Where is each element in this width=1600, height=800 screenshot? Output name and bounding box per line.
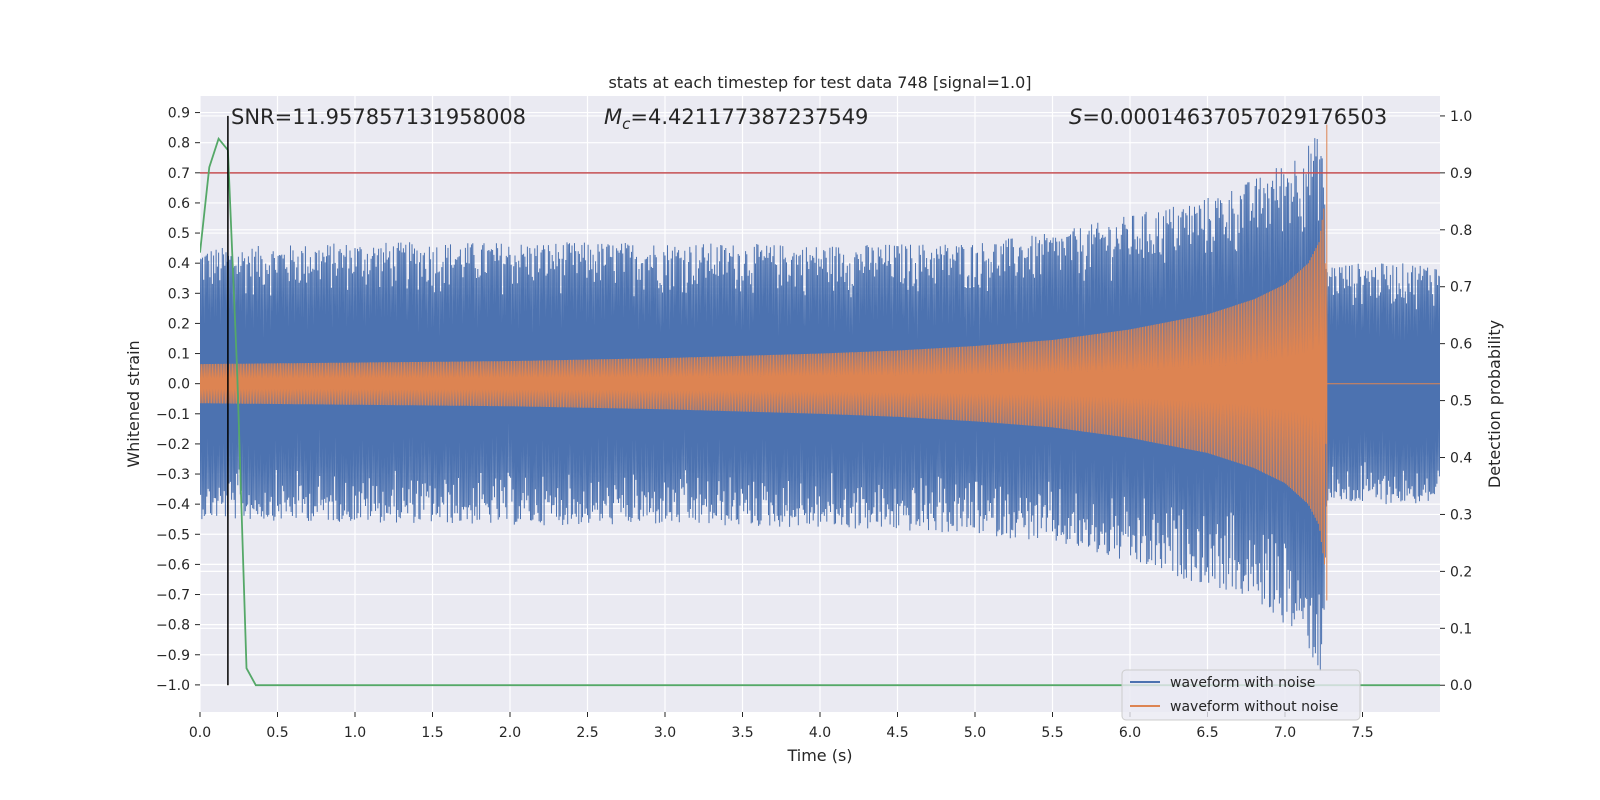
y2-axis-label: Detection probability <box>1485 320 1504 488</box>
x-tick-label: 3.0 <box>654 725 676 741</box>
x-tick-label: 1.5 <box>421 725 443 741</box>
annotation-chirp-mass-symbol: M <box>604 105 622 129</box>
x-tick-label: 4.5 <box>886 725 908 741</box>
x-tick-label: 1.0 <box>344 725 366 741</box>
y-tick-label: 0.9 <box>168 106 190 122</box>
chart-title: stats at each timestep for test data 748… <box>608 73 1031 92</box>
series-detection-probability <box>200 136 1440 687</box>
y2-tick-label: 0.3 <box>1450 507 1472 523</box>
y2-axis-ticks: 1.0 0.9 0.8 0.7 0.6 0.5 0.4 0.3 0.2 0.1 0.0 <box>1440 109 1472 694</box>
x-tick-label: 2.0 <box>499 725 521 741</box>
annotation-chirp-mass-subscript: c <box>622 115 631 133</box>
x-tick-label: 3.5 <box>731 725 753 741</box>
y2-tick-label: 0.1 <box>1450 621 1472 637</box>
series-layer <box>200 115 1440 687</box>
y2-tick-label: 1.0 <box>1450 109 1472 125</box>
x-tick-label: 5.5 <box>1041 725 1063 741</box>
y-axis-label: Whitened strain <box>124 340 143 467</box>
y-tick-label: 0.5 <box>168 226 190 242</box>
x-axis-label: Time (s) <box>786 746 852 765</box>
x-tick-label: 6.0 <box>1119 725 1141 741</box>
annotation-s: S=0.00014637057029176503 <box>1069 105 1387 129</box>
y2-tick-label: 0.5 <box>1450 394 1472 410</box>
y-tick-label: −0.5 <box>156 527 190 543</box>
y-tick-label: 0.3 <box>168 286 190 302</box>
y2-tick-label: 0.6 <box>1450 337 1472 353</box>
x-tick-label: 6.5 <box>1196 725 1218 741</box>
y2-tick-label: 0.9 <box>1450 166 1472 182</box>
x-tick-label: 5.0 <box>964 725 986 741</box>
legend: waveform with noise waveform without noi… <box>1121 669 1361 721</box>
y-tick-label: 0.8 <box>168 136 190 152</box>
y-tick-label: −0.1 <box>156 407 190 423</box>
y-tick-label: 0.4 <box>168 256 190 272</box>
annotation-chirp-mass-value: =4.421177387237549 <box>630 105 868 129</box>
annotation-chirp-mass: Mc=4.421177387237549 <box>604 105 868 133</box>
annotation-s-symbol: S <box>1069 105 1082 129</box>
y-tick-label: −0.4 <box>156 497 190 513</box>
x-tick-label: 0.0 <box>189 725 211 741</box>
y-tick-label: 0.0 <box>168 377 190 393</box>
y-tick-label: −0.7 <box>156 588 190 604</box>
y2-tick-label: 0.0 <box>1450 678 1472 694</box>
y-axis-ticks: 0.9 0.8 0.7 0.6 0.5 0.4 0.3 0.2 0.1 0.0 −0.1 −0.2 −0… <box>156 106 200 694</box>
y-tick-label: −0.6 <box>156 557 190 573</box>
y2-tick-label: 0.7 <box>1450 280 1472 296</box>
legend-label-noise: waveform with noise <box>1170 675 1315 691</box>
x-tick-label: 7.5 <box>1351 725 1373 741</box>
y-tick-label: −0.8 <box>156 618 190 634</box>
y2-tick-label: 0.2 <box>1450 564 1472 580</box>
annotation-s-value: =0.00014637057029176503 <box>1082 105 1387 129</box>
x-tick-label: 2.5 <box>576 725 598 741</box>
series-waveform-without-noise <box>200 124 1440 601</box>
x-tick-label: 7.0 <box>1274 725 1296 741</box>
legend-box <box>1121 669 1361 721</box>
y-tick-label: −0.9 <box>156 648 190 664</box>
y-tick-label: −0.2 <box>156 437 190 453</box>
legend-label-signal: waveform without noise <box>1170 699 1338 715</box>
annotation-snr: SNR=11.957857131958008 <box>231 105 526 129</box>
y2-tick-label: 0.8 <box>1450 223 1472 239</box>
x-tick-label: 4.0 <box>809 725 831 741</box>
y-tick-label: 0.1 <box>168 347 190 363</box>
y-tick-label: 0.6 <box>168 196 190 212</box>
y2-tick-label: 0.4 <box>1450 451 1472 467</box>
y-tick-label: 0.7 <box>168 166 190 182</box>
y-tick-label: −0.3 <box>156 467 190 483</box>
y-tick-label: 0.2 <box>168 316 190 332</box>
y-tick-label: −1.0 <box>156 678 190 694</box>
x-tick-label: 0.5 <box>266 725 288 741</box>
